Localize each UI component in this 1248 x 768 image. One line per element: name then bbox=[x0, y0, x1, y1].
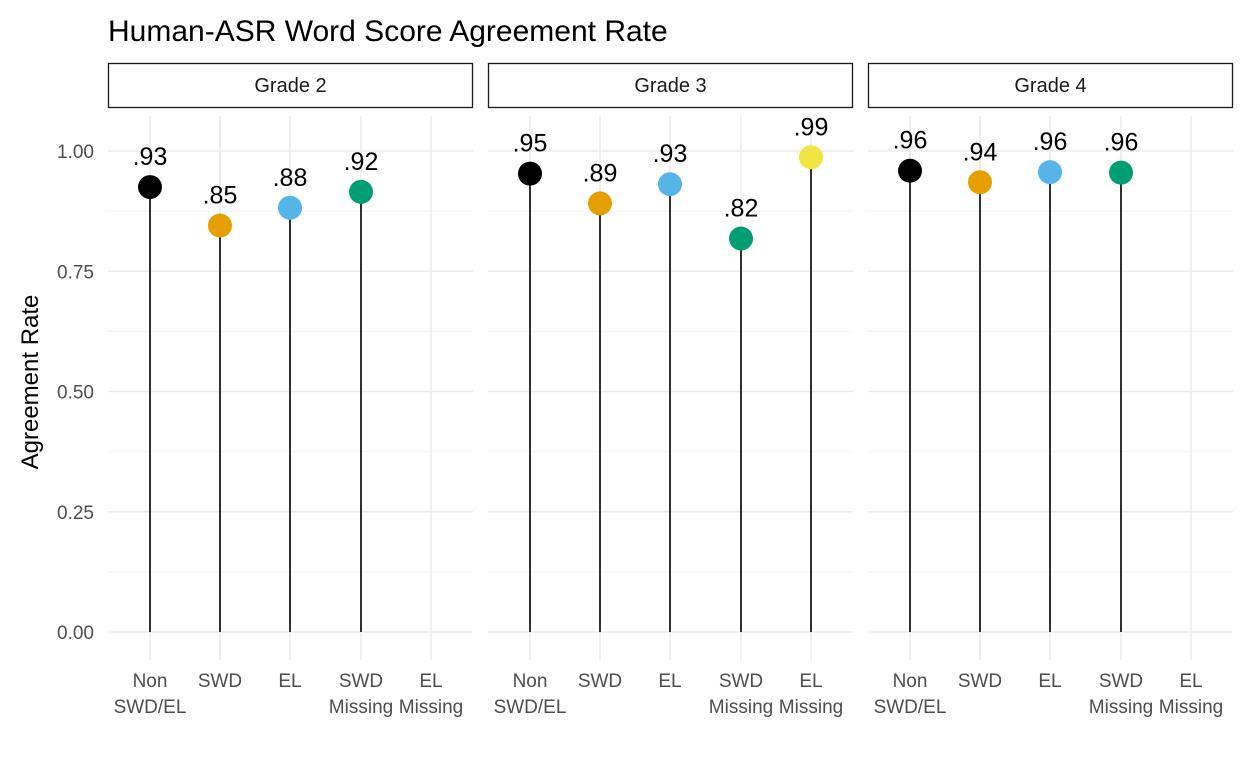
data-point bbox=[898, 158, 922, 183]
data-label: .99 bbox=[794, 113, 829, 141]
y-tick-label: 0.25 bbox=[57, 503, 94, 524]
data-point bbox=[1109, 160, 1133, 185]
facet-panel: Grade 2 Non SWD/EL SWD EL SWD Missing EL Missing… bbox=[107, 62, 474, 718]
data-label: .94 bbox=[963, 138, 998, 166]
data-point bbox=[729, 226, 753, 251]
y-tick-label: 0.75 bbox=[57, 262, 94, 283]
data-point bbox=[588, 191, 612, 216]
data-label: .89 bbox=[583, 159, 618, 187]
x-tick-label: SWD/EL bbox=[114, 697, 187, 718]
x-tick-label: Missing bbox=[399, 697, 463, 718]
facet-strip-label: Grade 3 bbox=[634, 75, 706, 97]
x-tick-label: SWD bbox=[1099, 671, 1143, 692]
x-tick-label: Missing bbox=[779, 697, 843, 718]
data-point bbox=[658, 172, 682, 197]
facet-strip-label: Grade 4 bbox=[1014, 75, 1086, 97]
facet-strip bbox=[487, 62, 854, 109]
x-tick-label: EL bbox=[799, 671, 822, 692]
facet-strip-label: Grade 2 bbox=[254, 75, 326, 97]
x-tick-label: Missing bbox=[709, 697, 773, 718]
data-label: .92 bbox=[344, 148, 379, 176]
x-tick-label: SWD bbox=[198, 671, 242, 692]
x-tick-label: Missing bbox=[1089, 697, 1153, 718]
facet-strip bbox=[107, 62, 474, 109]
x-tick-label: SWD bbox=[339, 671, 383, 692]
y-tick-label: 0.50 bbox=[57, 383, 94, 404]
data-point bbox=[349, 179, 373, 204]
data-label: .93 bbox=[133, 143, 168, 171]
x-tick-label: Non bbox=[133, 671, 168, 692]
facet-panel: Grade 3 Non SWD/EL SWD EL SWD Missing EL Missing… bbox=[487, 62, 854, 718]
x-tick-label: Missing bbox=[329, 697, 393, 718]
chart-title: Human-ASR Word Score Agreement Rate bbox=[108, 15, 668, 48]
x-tick-label: SWD bbox=[958, 671, 1002, 692]
x-tick-label: EL bbox=[1038, 671, 1061, 692]
x-tick-label: Non bbox=[513, 671, 548, 692]
data-label: .88 bbox=[273, 164, 308, 192]
data-point bbox=[138, 175, 162, 200]
x-tick-label: Missing bbox=[1159, 697, 1223, 718]
y-tick-label: 0.00 bbox=[57, 623, 94, 644]
y-tick-label: 1.00 bbox=[57, 142, 94, 163]
data-label: .95 bbox=[513, 130, 548, 158]
x-tick-label: Non bbox=[893, 671, 928, 692]
data-label: .96 bbox=[893, 127, 928, 155]
facet-strip bbox=[867, 62, 1234, 109]
x-tick-label: EL bbox=[658, 671, 681, 692]
x-tick-label: EL bbox=[278, 671, 301, 692]
x-tick-label: SWD/EL bbox=[494, 697, 567, 718]
data-label: .96 bbox=[1104, 129, 1139, 157]
data-point bbox=[1038, 160, 1062, 185]
y-axis-title: Agreement Rate bbox=[17, 295, 44, 470]
x-tick-label: EL bbox=[1179, 671, 1202, 692]
data-point bbox=[278, 195, 302, 220]
data-point bbox=[799, 145, 823, 170]
data-label: .93 bbox=[653, 140, 688, 168]
data-point bbox=[518, 161, 542, 186]
x-tick-label: SWD bbox=[578, 671, 622, 692]
data-point bbox=[968, 170, 992, 195]
x-tick-label: SWD bbox=[719, 671, 763, 692]
y-axis-ticks: 0.00 0.25 0.50 0.75 1.00 bbox=[57, 142, 94, 644]
facet-panels: Grade 2 Non SWD/EL SWD EL SWD Missing EL Missing… bbox=[107, 62, 1234, 718]
data-point bbox=[208, 213, 232, 238]
data-label: .85 bbox=[203, 182, 238, 210]
data-label: .82 bbox=[724, 195, 759, 223]
data-label: .96 bbox=[1033, 128, 1068, 156]
x-tick-label: SWD/EL bbox=[874, 697, 947, 718]
facet-panel: Grade 4 Non SWD/EL SWD EL SWD Missing EL Missing… bbox=[867, 62, 1234, 718]
x-tick-label: EL bbox=[419, 671, 442, 692]
